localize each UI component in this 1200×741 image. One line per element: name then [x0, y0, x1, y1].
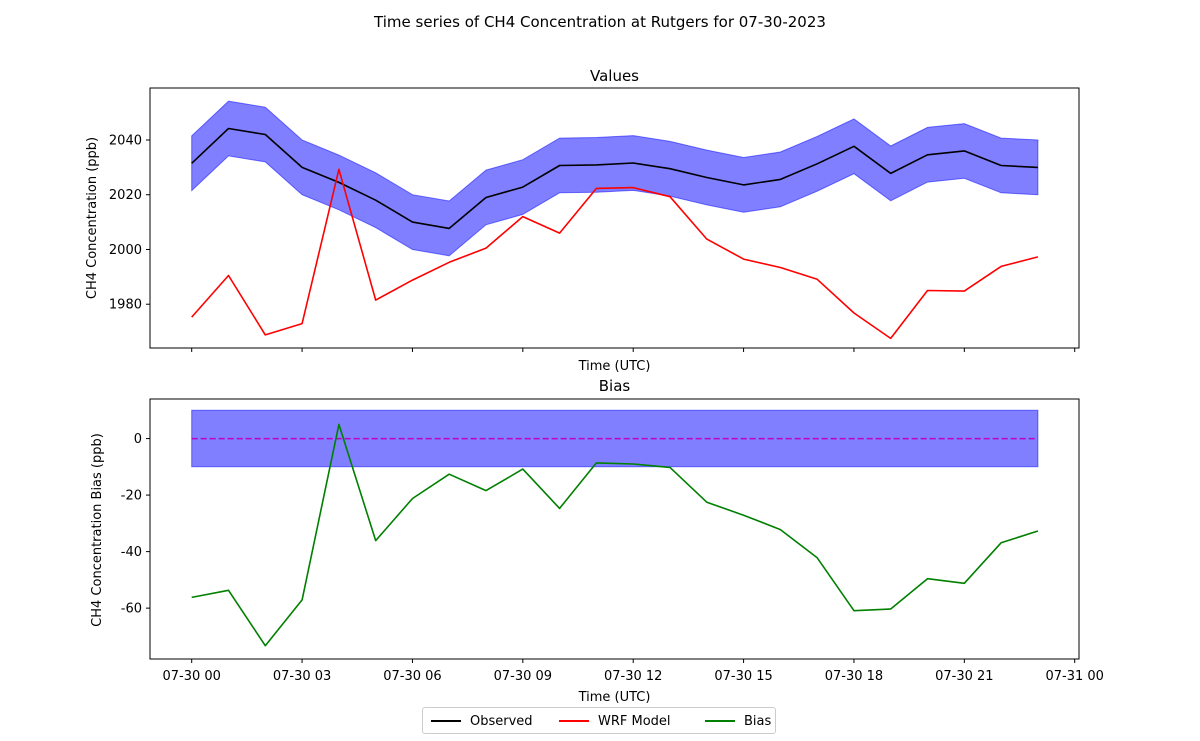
values-series-observed [191, 127, 1038, 230]
legend-item-bias: Bias [705, 713, 771, 729]
bias-axes-frame [149, 398, 1080, 660]
bias-xtick-label: 07-30 03 [273, 669, 331, 684]
legend: Observed WRF Model Bias [422, 707, 776, 734]
bias-ytick-label: -40 [121, 545, 142, 560]
bias-xtick-label: 07-30 15 [714, 669, 772, 684]
legend-item-observed: Observed [431, 713, 533, 729]
bias-title: Bias [599, 377, 631, 395]
values-ytick-label: 2000 [109, 243, 142, 258]
bias-series-bias [191, 423, 1039, 647]
legend-swatch-observed [431, 720, 461, 722]
bias-xtick-label: 07-31 00 [1045, 669, 1103, 684]
legend-item-wrf-model: WRF Model [559, 713, 671, 729]
bias-xlabel: Time (UTC) [578, 690, 651, 705]
values-uncertainty-band [191, 100, 1039, 257]
bias-ytick-label: 0 [134, 432, 142, 447]
legend-label-bias: Bias [744, 713, 772, 729]
values-ylabel: CH4 Concentration (ppb) [85, 137, 100, 299]
legend-swatch-bias [705, 720, 735, 722]
bias-xtick-label: 07-30 12 [604, 669, 662, 684]
values-ytick-label: 2020 [109, 188, 142, 203]
bias-xtick-label: 07-30 06 [383, 669, 441, 684]
bias-xtick-label: 07-30 18 [825, 669, 883, 684]
bias-panel: Bias 07-30 00 07-30 03 07-30 06 07-30 09 07-… [90, 377, 1104, 705]
bias-ytick-label: -60 [121, 602, 142, 617]
bias-xtick-label: 07-30 09 [494, 669, 552, 684]
values-ytick-label: 1980 [109, 298, 142, 313]
values-ytick-label: 2040 [109, 134, 142, 149]
bias-ylabel: CH4 Concentration Bias (ppb) [90, 433, 105, 627]
figure-suptitle: Time series of CH4 Concentration at Rutg… [373, 13, 826, 31]
bias-xtick-label: 07-30 21 [935, 669, 993, 684]
legend-label-wrf-model: WRF Model [598, 713, 671, 729]
values-title: Values [590, 67, 639, 85]
bias-ytick-label: -20 [121, 489, 142, 504]
bias-xtick-label: 07-30 00 [162, 669, 220, 684]
values-panel: Values 1980 2000 2020 2040 Time (UTC) CH4 C… [85, 67, 1080, 374]
legend-swatch-wrf-model [559, 720, 589, 722]
values-series-wrf-model [191, 168, 1039, 340]
values-axes-frame [149, 87, 1080, 349]
legend-label-observed: Observed [470, 713, 533, 729]
values-xlabel: Time (UTC) [578, 359, 651, 374]
